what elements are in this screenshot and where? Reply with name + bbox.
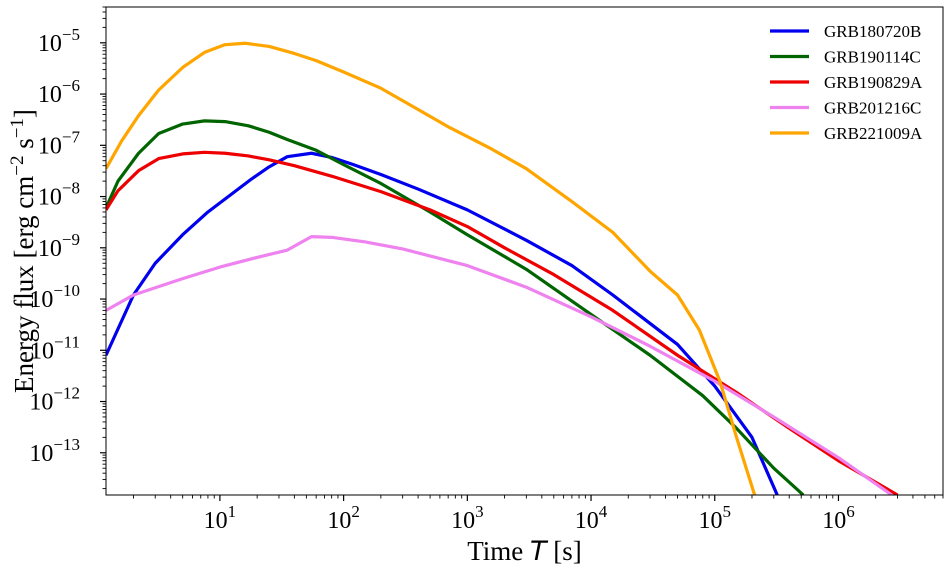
legend-item: GRB190829A bbox=[770, 73, 923, 92]
x-axis-label: Time T [s] bbox=[467, 536, 582, 567]
x-axis-label-variable: T bbox=[530, 536, 549, 567]
y-axis-label-mid: s bbox=[9, 138, 39, 155]
y-tick-label: 10−10 bbox=[29, 281, 80, 313]
y-axis-label-suffix: ] bbox=[9, 109, 39, 118]
legend-label: GRB190829A bbox=[824, 73, 923, 92]
y-tick-label: 10−8 bbox=[38, 179, 80, 211]
x-axis-label-prefix: Time bbox=[467, 536, 530, 566]
y-tick-label: 10−12 bbox=[29, 384, 80, 416]
series-layer bbox=[106, 41, 899, 495]
series-line-grb201216c bbox=[106, 235, 893, 495]
legend-item: GRB190114C bbox=[770, 48, 921, 67]
y-axis-label-prefix: Energy flux [erg cm bbox=[9, 176, 39, 393]
y-tick-label: 10−5 bbox=[38, 25, 80, 57]
y-tick-label: 10−11 bbox=[30, 332, 80, 364]
y-tick-label: 10−13 bbox=[29, 435, 80, 467]
y-axis-ticks: 10−13 10−12 10−11 10−10 10−9 10−8 10−7 10−6 10−5 bbox=[29, 6, 106, 490]
x-axis-ticks: 101 102 103 104 105 106 bbox=[132, 495, 944, 534]
legend-item: GRB221009A bbox=[770, 124, 923, 143]
series-line-grb180720b bbox=[106, 151, 779, 495]
series-line-grb190114c bbox=[106, 119, 805, 495]
x-tick-label: 106 bbox=[822, 502, 855, 534]
x-axis-label-unit: [s] bbox=[547, 536, 582, 566]
y-axis-label: Energy flux [erg cm−2 s−1] bbox=[7, 109, 39, 393]
x-tick-label: 104 bbox=[575, 502, 608, 534]
legend-label: GRB180720B bbox=[824, 22, 921, 41]
y-axis-label-exp1: −2 bbox=[7, 156, 28, 176]
legend-label: GRB190114C bbox=[824, 48, 921, 67]
plot-frame bbox=[105, 6, 944, 496]
legend-label: GRB221009A bbox=[824, 124, 923, 143]
x-tick-label: 101 bbox=[204, 502, 237, 534]
legend-item: GRB180720B bbox=[770, 22, 921, 41]
x-tick-label: 102 bbox=[327, 502, 360, 534]
series-line-grb221009a bbox=[106, 41, 757, 495]
y-tick-label: 10−9 bbox=[38, 230, 80, 262]
legend-item: GRB201216C bbox=[770, 99, 921, 118]
series-line-grb190829a bbox=[106, 150, 899, 495]
legend-label: GRB201216C bbox=[824, 99, 921, 118]
y-tick-label: 10−6 bbox=[38, 76, 80, 108]
legend: GRB180720B GRB190114C GRB190829A GRB201216C… bbox=[770, 22, 923, 143]
y-axis-label-exp2: −1 bbox=[7, 118, 28, 138]
x-tick-label: 103 bbox=[451, 502, 484, 534]
x-tick-label: 105 bbox=[698, 502, 731, 534]
y-tick-label: 10−7 bbox=[38, 127, 81, 159]
